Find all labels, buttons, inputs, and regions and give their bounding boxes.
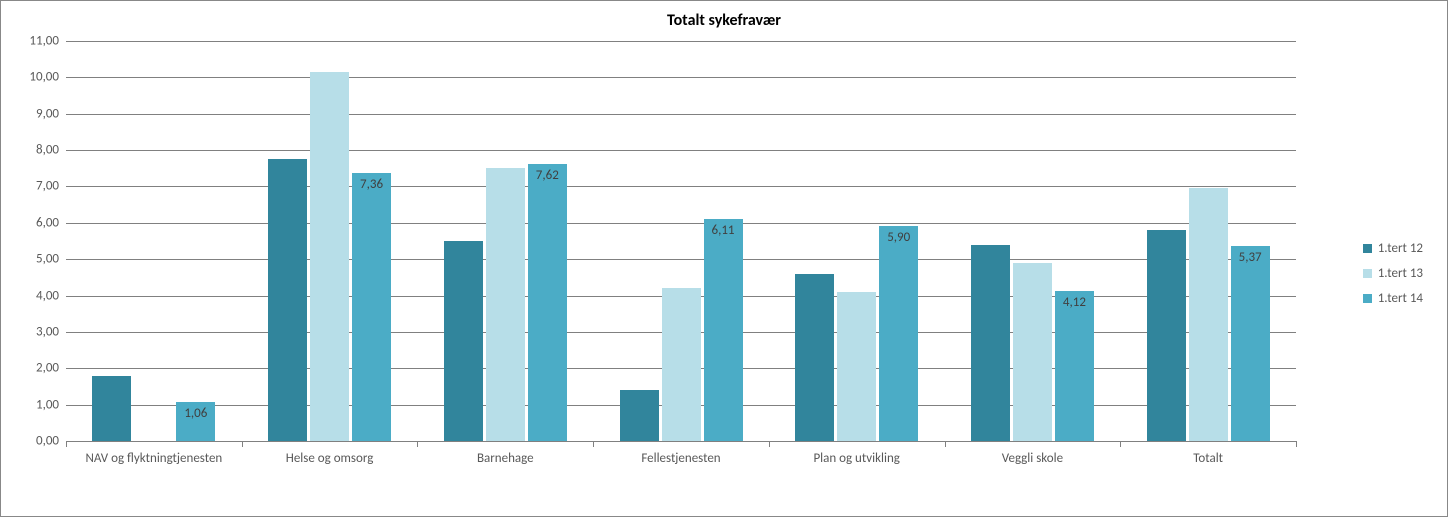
grid-line [66,77,1296,78]
bar [837,292,876,441]
legend-label: 1.tert 12 [1378,241,1423,256]
legend-item: 1.tert 14 [1363,291,1423,306]
x-axis [66,441,1296,442]
legend-item: 1.tert 13 [1363,266,1423,281]
bar [444,241,483,441]
bar [971,245,1010,441]
x-tick [417,441,418,447]
legend-label: 1.tert 14 [1378,291,1423,306]
y-tick-label: 4,00 [11,288,59,303]
bar [1055,291,1094,441]
bar-data-label: 5,37 [1239,250,1262,265]
legend: 1.tert 12 1.tert 13 1.tert 14 [1363,241,1423,316]
bar [528,164,567,441]
x-tick [769,441,770,447]
grid-line [66,150,1296,151]
bar [1013,263,1052,441]
chart-title: Totalt sykefravær [1,1,1447,36]
bar [310,72,349,441]
grid-line [66,41,1296,42]
legend-swatch [1363,244,1372,253]
x-tick [945,441,946,447]
bar [662,288,701,441]
grid-line [66,223,1296,224]
chart-container: Totalt sykefravær 0,00 1,00 2,00 3,00 4,00 5,… [0,0,1448,517]
y-tick-label: 5,00 [11,252,59,267]
grid-line [66,114,1296,115]
grid-line [66,259,1296,260]
chart-body: 0,00 1,00 2,00 3,00 4,00 5,00 6,00 7,00 8,00 9,00… [11,41,1437,506]
grid-line [66,186,1296,187]
y-tick-label: 2,00 [11,361,59,376]
x-tick [66,441,67,447]
y-tick-label: 6,00 [11,215,59,230]
bar-data-label: 1,06 [184,406,207,421]
bar [1147,230,1186,441]
bar [620,390,659,441]
y-tick-label: 3,00 [11,324,59,339]
category-label: Plan og utvikling [769,451,945,468]
category-label: Helse og omsorg [242,451,418,468]
x-tick [1120,441,1121,447]
bar [92,376,131,441]
x-tick [593,441,594,447]
x-tick [1296,441,1297,447]
y-tick-label: 7,00 [11,179,59,194]
y-tick-label: 0,00 [11,434,59,449]
bar [1189,188,1228,441]
bar [879,226,918,441]
bar [795,274,834,441]
bar-data-label: 6,11 [711,223,734,238]
category-label: Fellestjenesten [593,451,769,468]
category-label: Veggli skole [945,451,1121,468]
y-tick-label: 1,00 [11,397,59,412]
category-label: NAV og flyktningtjenesten [66,451,242,468]
y-tick-label: 9,00 [11,106,59,121]
bar [1231,246,1270,441]
bar [268,159,307,441]
legend-item: 1.tert 12 [1363,241,1423,256]
legend-swatch [1363,294,1372,303]
legend-swatch [1363,269,1372,278]
y-tick-label: 8,00 [11,143,59,158]
bar [486,168,525,441]
bar [704,219,743,441]
x-tick [242,441,243,447]
plot-area: 1,06 7,36 7,62 6,11 5,90 4,12 5,37 [66,41,1296,441]
bar-data-label: 4,12 [1063,295,1086,310]
bar-data-label: 5,90 [887,230,910,245]
bar-data-label: 7,36 [360,177,383,192]
category-label: Totalt [1120,451,1296,468]
y-tick-label: 10,00 [11,70,59,85]
y-tick-label: 11,00 [11,34,59,49]
category-label: Barnehage [417,451,593,468]
bar-data-label: 7,62 [536,168,559,183]
legend-label: 1.tert 13 [1378,266,1423,281]
bar [352,173,391,441]
